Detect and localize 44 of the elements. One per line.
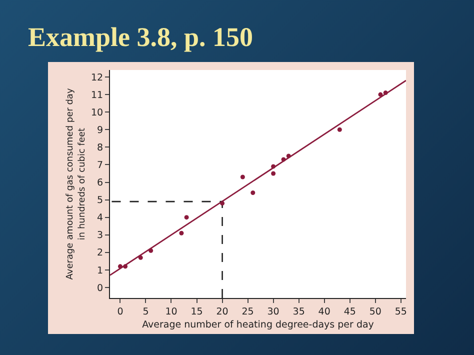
x-tick-label: 5 [142,306,149,318]
x-tick-label: 15 [190,306,203,318]
y-tick-label: 8 [97,142,104,154]
point [271,171,276,176]
point [271,164,276,169]
y-tick-label: 4 [97,212,104,224]
point [148,248,154,253]
y-axis-title: Average amount of gas consumed per day in hundreds of cubic feet [66,88,88,280]
point [184,215,189,220]
x-tick-label: 0 [117,306,124,318]
y-tick-label: 10 [91,107,104,118]
point [337,127,342,132]
x-tick-label: 30 [267,306,280,318]
point [378,92,383,97]
x-tick-label: 10 [165,306,178,318]
point [281,157,286,162]
y-tick-label: 6 [97,178,104,189]
y-tick-label: 0 [97,282,104,294]
x-tick-label: 40 [318,306,330,318]
chart-title: Example 3.8, p. 150 [28,22,254,53]
y-tick-label: 7 [97,160,104,172]
point [123,264,128,269]
point [240,174,245,180]
y-tick-label: 12 [91,72,104,84]
y-tick-label: 11 [91,90,104,101]
y-tick-label: 9 [97,124,104,136]
x-axis-title: Average number of heating degree-days per day [142,320,374,331]
point [383,90,388,96]
x-tick-label: 55 [394,306,407,318]
y-tick-label: 3 [97,230,104,242]
point [250,190,256,196]
x-tick-label: 45 [344,306,356,318]
y-tick-label: 5 [97,195,104,206]
x-tick-label: 50 [369,306,382,318]
point [179,230,184,236]
point [286,154,291,158]
x-tick-label: 35 [292,306,305,318]
point [118,264,122,269]
point [138,255,143,260]
x-tick-label: 20 [216,306,228,318]
point [220,201,225,206]
y-tick-label: 2 [97,248,104,259]
x-tick-label: 25 [242,306,254,318]
y-tick-label: 1 [97,265,104,276]
